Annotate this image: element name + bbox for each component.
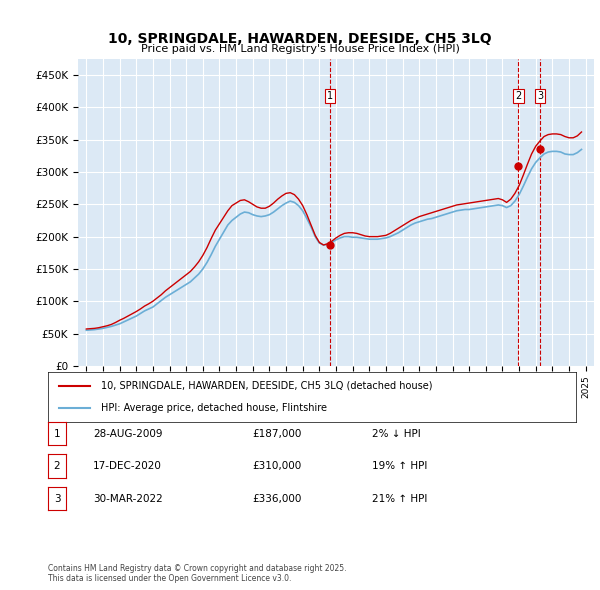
Text: 19% ↑ HPI: 19% ↑ HPI: [372, 461, 427, 471]
Text: 3: 3: [53, 494, 61, 503]
Text: HPI: Average price, detached house, Flintshire: HPI: Average price, detached house, Flin…: [101, 403, 327, 413]
Text: 10, SPRINGDALE, HAWARDEN, DEESIDE, CH5 3LQ: 10, SPRINGDALE, HAWARDEN, DEESIDE, CH5 3…: [108, 32, 492, 47]
Text: Price paid vs. HM Land Registry's House Price Index (HPI): Price paid vs. HM Land Registry's House …: [140, 44, 460, 54]
Text: £336,000: £336,000: [252, 494, 301, 503]
Text: 2% ↓ HPI: 2% ↓ HPI: [372, 429, 421, 438]
Text: £310,000: £310,000: [252, 461, 301, 471]
Text: 2: 2: [515, 91, 521, 101]
Text: Contains HM Land Registry data © Crown copyright and database right 2025.
This d: Contains HM Land Registry data © Crown c…: [48, 563, 347, 583]
Text: 28-AUG-2009: 28-AUG-2009: [93, 429, 163, 438]
Text: 2: 2: [53, 461, 61, 471]
Text: 21% ↑ HPI: 21% ↑ HPI: [372, 494, 427, 503]
Text: 1: 1: [53, 429, 61, 438]
Text: 30-MAR-2022: 30-MAR-2022: [93, 494, 163, 503]
Text: £187,000: £187,000: [252, 429, 301, 438]
Text: 17-DEC-2020: 17-DEC-2020: [93, 461, 162, 471]
Text: 10, SPRINGDALE, HAWARDEN, DEESIDE, CH5 3LQ (detached house): 10, SPRINGDALE, HAWARDEN, DEESIDE, CH5 3…: [101, 381, 432, 391]
Text: 3: 3: [537, 91, 543, 101]
Text: 1: 1: [327, 91, 334, 101]
